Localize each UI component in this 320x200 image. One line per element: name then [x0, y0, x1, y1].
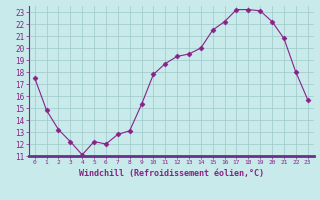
- X-axis label: Windchill (Refroidissement éolien,°C): Windchill (Refroidissement éolien,°C): [79, 169, 264, 178]
